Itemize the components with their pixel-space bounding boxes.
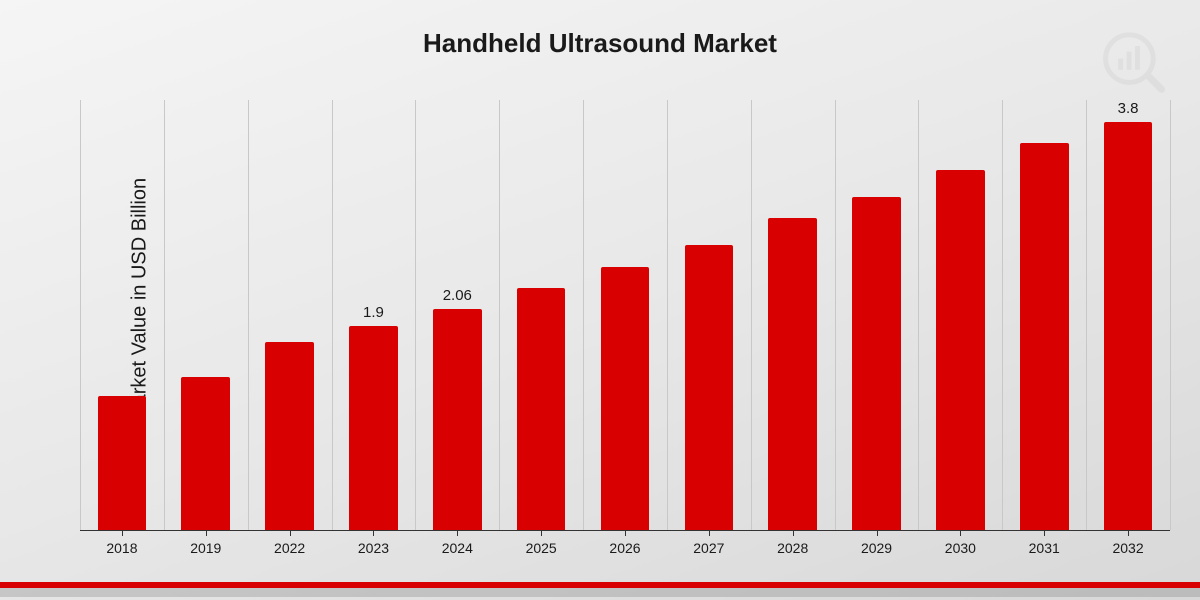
bar [852,197,901,530]
bar-rect [349,326,398,530]
x-tick [206,530,207,536]
bar-rect [181,377,230,530]
x-tick [457,530,458,536]
plot-area: 1.9 2.06 3.8 [80,100,1170,530]
x-tick [1044,530,1045,536]
bar-value-label: 3.8 [1118,100,1139,117]
bar: 2.06 [433,309,482,530]
bar [685,245,734,530]
grid-line [80,100,81,530]
bar-rect [768,218,817,530]
bar [98,396,147,530]
grid-line [667,100,668,530]
x-tick [793,530,794,536]
bar-rect [936,170,985,530]
bar-rect [98,396,147,530]
bar-rect [517,288,566,530]
bar-rect [265,342,314,530]
x-tick-label: 2030 [945,540,976,556]
bar-rect [433,309,482,530]
bar: 1.9 [349,326,398,530]
x-tick-label: 2019 [190,540,221,556]
grid-line [332,100,333,530]
bar-rect [1104,122,1153,531]
x-tick-label: 2018 [106,540,137,556]
x-tick [960,530,961,536]
x-tick [290,530,291,536]
bar-rect [601,267,650,530]
x-tick [877,530,878,536]
bar-rect [1020,143,1069,530]
footer-shadow [0,588,1200,597]
x-tick-label: 2028 [777,540,808,556]
x-tick [709,530,710,536]
grid-line [248,100,249,530]
grid-line [1002,100,1003,530]
x-tick [541,530,542,536]
bar [181,377,230,530]
x-tick-label: 2029 [861,540,892,556]
x-tick-label: 2024 [442,540,473,556]
bar: 3.8 [1104,122,1153,531]
grid-line [583,100,584,530]
grid-line [499,100,500,530]
grid-line [918,100,919,530]
bar-rect [685,245,734,530]
x-tick-label: 2025 [526,540,557,556]
bar [265,342,314,530]
grid-line [164,100,165,530]
x-tick-label: 2026 [609,540,640,556]
x-tick-label: 2023 [358,540,389,556]
x-tick-label: 2022 [274,540,305,556]
bar-rect [852,197,901,530]
grid-line [1086,100,1087,530]
x-axis: 2018 2019 2022 2023 2024 2025 2026 2027 2028 2029… [80,530,1170,570]
bar-value-label: 1.9 [363,304,384,321]
x-tick-label: 2032 [1112,540,1143,556]
bar [768,218,817,530]
x-tick [625,530,626,536]
bar [1020,143,1069,530]
x-tick [373,530,374,536]
grid-line [835,100,836,530]
grid-line [751,100,752,530]
x-tick [1128,530,1129,536]
x-tick-label: 2031 [1029,540,1060,556]
chart-title: Handheld Ultrasound Market [0,28,1200,59]
x-tick-label: 2027 [693,540,724,556]
grid-line [1170,100,1171,530]
bar [601,267,650,530]
grid-line [415,100,416,530]
x-tick [122,530,123,536]
bar [517,288,566,530]
bar-value-label: 2.06 [443,287,472,304]
footer-accent-bar [0,582,1200,588]
bar [936,170,985,530]
